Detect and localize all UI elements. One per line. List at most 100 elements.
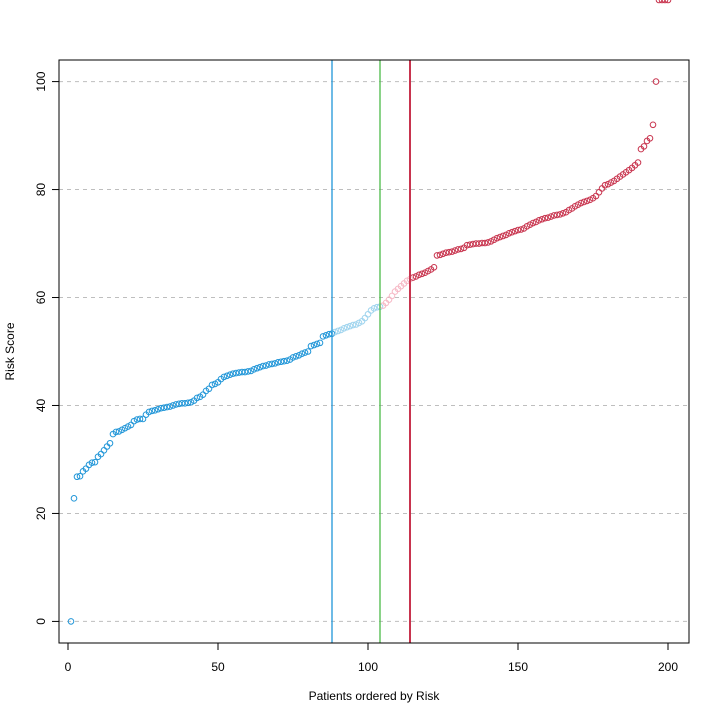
data-point (76, 472, 84, 480)
data-point (289, 354, 297, 361)
data-point (430, 263, 438, 271)
data-point (655, 0, 663, 4)
data-point (364, 310, 372, 318)
data-point (553, 211, 561, 219)
data-point (100, 446, 108, 454)
data-point (223, 372, 231, 380)
x-tick-label: 150 (508, 660, 528, 674)
data-point (88, 459, 96, 467)
data-point (241, 368, 249, 376)
x-tick-label: 100 (358, 660, 378, 674)
data-point (313, 340, 321, 348)
data-point (556, 211, 564, 218)
data-point (253, 364, 261, 372)
x-tick-label: 50 (211, 660, 225, 674)
x-tick-label: 0 (65, 660, 72, 674)
data-point (436, 251, 444, 259)
data-point (139, 415, 147, 423)
data-point (157, 404, 165, 412)
data-point (646, 134, 654, 142)
data-point (454, 246, 462, 253)
data-point (547, 213, 555, 220)
data-point (169, 402, 177, 409)
data-point (544, 214, 552, 221)
data-point (541, 214, 549, 222)
data-point (595, 188, 603, 196)
data-point (208, 381, 216, 389)
data-point (583, 197, 591, 205)
data-point (433, 252, 441, 259)
data-point (148, 407, 156, 415)
data-point (259, 362, 267, 370)
data-point (463, 241, 471, 249)
data-point (220, 373, 228, 381)
data-point (661, 0, 669, 4)
data-point (145, 408, 153, 416)
y-tick-label: 60 (34, 291, 48, 305)
data-point (184, 399, 192, 407)
data-point (112, 428, 120, 436)
data-point (292, 353, 300, 360)
data-point (316, 339, 324, 347)
data-point (322, 332, 330, 339)
y-tick-label: 40 (34, 398, 48, 412)
data-point (415, 271, 423, 279)
data-point (262, 362, 270, 369)
data-point (343, 323, 351, 331)
data-point (484, 239, 492, 246)
y-tick-label: 80 (34, 183, 48, 197)
data-point (136, 415, 144, 423)
data-point (481, 239, 489, 247)
data-point (640, 143, 648, 150)
data-point (388, 292, 396, 300)
x-axis: 0 50 100 150 200 (65, 642, 678, 674)
data-point (505, 229, 513, 237)
data-point (508, 228, 516, 236)
data-point (232, 369, 240, 377)
data-point (451, 247, 459, 254)
plot-frame (58, 59, 690, 644)
data-point (538, 215, 546, 223)
x-axis-label: Patients ordered by Risk (309, 689, 441, 703)
data-point (580, 198, 588, 206)
data-point (70, 495, 78, 502)
y-axis: 0 20 40 60 80 100 (34, 71, 60, 625)
data-point (268, 360, 276, 368)
data-point (664, 0, 672, 4)
data-point (277, 358, 285, 366)
data-point (529, 219, 537, 227)
data-point (172, 401, 180, 408)
data-point (499, 232, 507, 240)
data-point (151, 407, 159, 414)
threshold-lines (331, 60, 411, 643)
data-point (304, 348, 312, 355)
grid-lines (59, 81, 689, 622)
data-point (265, 361, 273, 368)
data-point (418, 270, 426, 278)
data-point (307, 342, 315, 350)
data-point (577, 199, 585, 207)
data-point (349, 321, 357, 329)
data-point (559, 210, 567, 217)
y-tick-label: 0 (34, 618, 48, 625)
data-point (256, 363, 264, 371)
data-points (67, 0, 672, 625)
data-point (160, 404, 168, 411)
y-tick-label: 20 (34, 506, 48, 520)
data-point (67, 618, 75, 625)
data-point (448, 248, 456, 255)
data-point (334, 327, 342, 335)
data-point (271, 360, 279, 367)
data-point (514, 226, 522, 234)
data-point (193, 394, 201, 402)
data-point (301, 349, 309, 356)
data-point (250, 366, 258, 373)
data-point (511, 227, 519, 235)
data-point (283, 357, 291, 364)
data-point (535, 217, 543, 224)
data-point (244, 368, 252, 375)
data-point (649, 121, 657, 129)
data-point (274, 358, 282, 366)
data-point (442, 249, 450, 257)
